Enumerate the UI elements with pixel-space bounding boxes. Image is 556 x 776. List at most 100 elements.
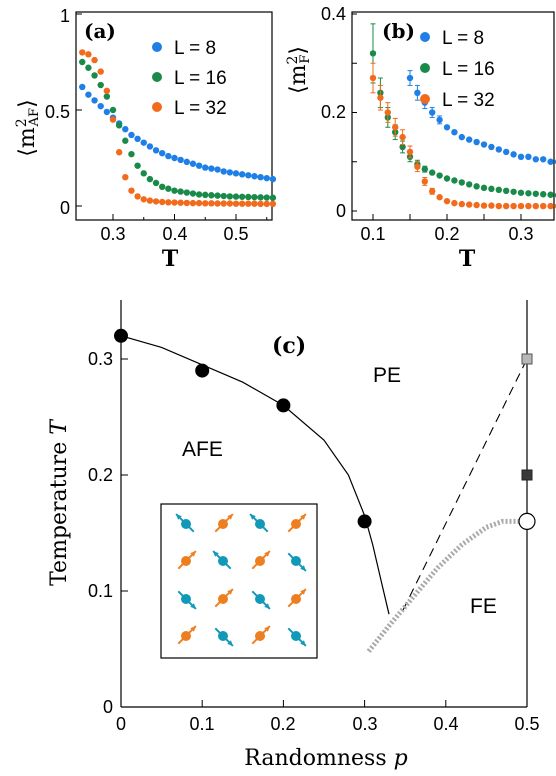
data-point-l16: [214, 192, 221, 199]
data-point-l32: [171, 199, 178, 206]
spin-arrow-head: [227, 514, 233, 520]
spin-site-orange: [291, 594, 301, 604]
data-point-l16: [165, 185, 172, 192]
x-tick-label: 0.3: [100, 224, 125, 244]
y-tick-label: 0.2: [321, 102, 346, 122]
y-tick-label: 0: [336, 201, 346, 221]
data-point-l16: [540, 191, 547, 198]
spin-arrow-head: [213, 551, 219, 557]
data-point-l8: [226, 169, 234, 176]
data-point-l32: [414, 163, 421, 170]
data-point-l16: [532, 190, 539, 197]
afe-boundary-line: [120, 335, 390, 615]
data-point-l8: [91, 97, 98, 104]
data-point-l32: [134, 193, 141, 200]
data-point-l8: [263, 174, 270, 182]
data-point-l32: [183, 199, 190, 207]
data-point-l8: [214, 166, 221, 173]
data-point-l32: [79, 49, 86, 56]
x-tick-label: 0.5: [514, 714, 539, 734]
y-tick-label: 0: [60, 198, 70, 218]
data-point-l8: [443, 124, 451, 131]
data-point-l8: [269, 175, 277, 183]
data-point-l32: [177, 199, 184, 206]
data-point-l32: [251, 200, 258, 207]
data-point-l32: [510, 202, 517, 210]
data-point-l16: [115, 122, 123, 129]
spin-arrow-head: [250, 514, 256, 520]
data-point-l16: [238, 193, 246, 200]
spin-arrow-head: [300, 565, 306, 571]
data-point-l8: [85, 91, 92, 98]
data-point-l32: [451, 199, 458, 207]
data-point-l32: [488, 202, 495, 209]
y-tick-label: 0.3: [88, 349, 113, 369]
data-point-l16: [202, 191, 209, 199]
data-point-l16: [443, 175, 451, 182]
x-tick-label: 0.4: [433, 714, 458, 734]
afe-transition-point: [276, 398, 291, 413]
data-point-l16: [159, 183, 166, 190]
data-point-l32: [208, 200, 215, 207]
x-tick-label: 0.3: [508, 224, 533, 244]
data-point-l16: [79, 58, 86, 66]
data-point-l16: [177, 188, 184, 195]
marker-open-circle: [518, 512, 536, 531]
panel-c: (c) PE AFE FE 0 0.1 0.2 0.3 0.4 0.5 0 0.…: [47, 300, 540, 771]
panel-b-label: (b): [382, 19, 415, 43]
panel-b-marks: [352, 13, 556, 220]
data-point-l32: [436, 194, 443, 201]
data-point-l32: [495, 202, 502, 210]
spin-arrow-head: [190, 551, 196, 557]
data-point-l8: [79, 83, 86, 91]
data-point-l8: [245, 172, 252, 179]
data-point-l32: [384, 109, 391, 116]
data-point-l32: [525, 202, 532, 210]
data-point-l16: [473, 183, 480, 190]
legend-label-l32: L = 32: [174, 98, 227, 119]
data-point-l16: [517, 189, 525, 196]
data-point-l32: [195, 199, 203, 207]
spin-arrow-head: [300, 589, 306, 595]
data-point-l32: [429, 188, 436, 195]
data-point-l32: [91, 56, 98, 64]
spin-arrow-head: [190, 603, 196, 609]
legend-marker-l32: [420, 94, 430, 104]
panel-b: (b) L = 8 L = 16 L = 32 0.1 0.2 0.3 0 0.…: [285, 4, 556, 272]
data-point-l32: [220, 200, 227, 207]
y-tick-label: 0.1: [88, 581, 113, 601]
data-point-l8: [122, 126, 129, 133]
data-point-l32: [406, 148, 414, 156]
data-point-l8: [208, 165, 215, 172]
data-point-l16: [134, 162, 141, 169]
spin-arrow-head: [227, 640, 233, 646]
data-point-l32: [377, 94, 384, 101]
data-point-l8: [238, 171, 246, 178]
data-point-l16: [208, 192, 215, 199]
data-point-l32: [128, 187, 135, 194]
data-point-l16: [146, 175, 154, 183]
legend-marker-l8: [152, 42, 162, 52]
data-point-l8: [195, 162, 203, 169]
data-point-l16: [220, 192, 227, 200]
data-point-l32: [189, 199, 197, 207]
data-point-l32: [421, 178, 428, 185]
data-point-l8: [517, 153, 525, 161]
data-point-l8: [495, 146, 502, 153]
spin-site-orange: [218, 519, 228, 529]
panel-a-label: (a): [84, 19, 116, 43]
data-point-l8: [473, 138, 480, 146]
data-point-l32: [540, 202, 547, 210]
spin-site-cyan: [291, 556, 301, 566]
data-point-l16: [195, 191, 203, 198]
data-point-l16: [152, 179, 160, 187]
spin-site-orange: [291, 519, 301, 529]
marker-dark-square: [521, 469, 533, 481]
data-point-l8: [547, 158, 554, 165]
data-point-l16: [183, 189, 190, 196]
legend-marker-l32: [152, 102, 162, 112]
data-point-l16: [495, 186, 502, 194]
data-point-l16: [245, 193, 252, 201]
data-point-l32: [97, 68, 104, 75]
data-point-l32: [165, 199, 172, 206]
